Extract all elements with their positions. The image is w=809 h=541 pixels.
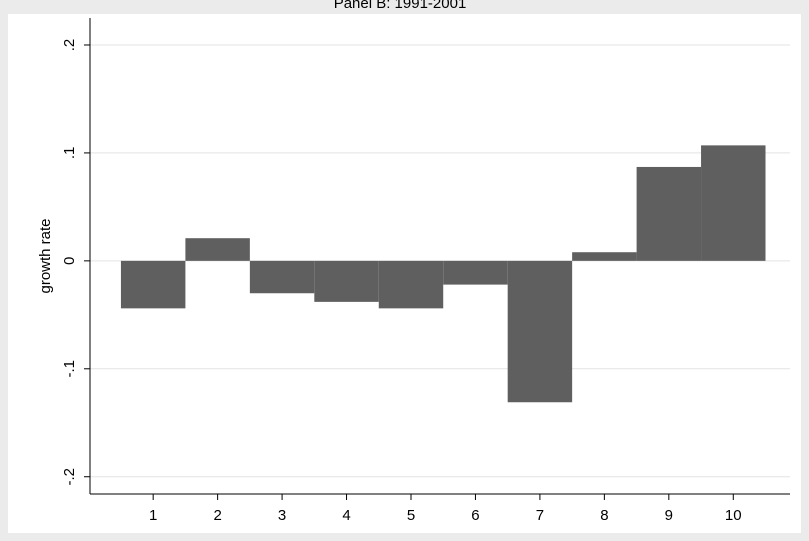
x-tick-label: 1 <box>149 507 157 524</box>
bar <box>572 252 637 261</box>
x-tick-label: 7 <box>536 507 544 524</box>
x-tick-label: 6 <box>471 507 479 524</box>
bar <box>120 260 186 309</box>
y-axis-label: growth rate <box>37 218 54 293</box>
x-tick-label: 9 <box>665 507 673 524</box>
x-tick-label: 2 <box>213 507 221 524</box>
bar <box>314 260 379 302</box>
x-tick-label: 5 <box>407 507 415 524</box>
y-tick-label: -.2 <box>61 468 78 486</box>
bar <box>507 260 573 403</box>
y-tick-label: -.1 <box>61 360 78 378</box>
x-tick-label: 3 <box>278 507 286 524</box>
bar <box>701 145 766 261</box>
y-tick-label: 0 <box>61 257 78 265</box>
y-tick-label: .1 <box>61 147 78 160</box>
bar <box>185 238 250 261</box>
bar <box>443 260 508 285</box>
x-tick-label: 10 <box>725 507 742 524</box>
bar <box>249 260 315 294</box>
bar <box>636 166 702 261</box>
chart-title: Panel B: 1991-2001 <box>334 0 467 12</box>
x-tick-label: 8 <box>600 507 608 524</box>
y-tick-label: .2 <box>61 39 78 52</box>
x-tick-label: 4 <box>342 507 350 524</box>
bar <box>378 260 444 309</box>
